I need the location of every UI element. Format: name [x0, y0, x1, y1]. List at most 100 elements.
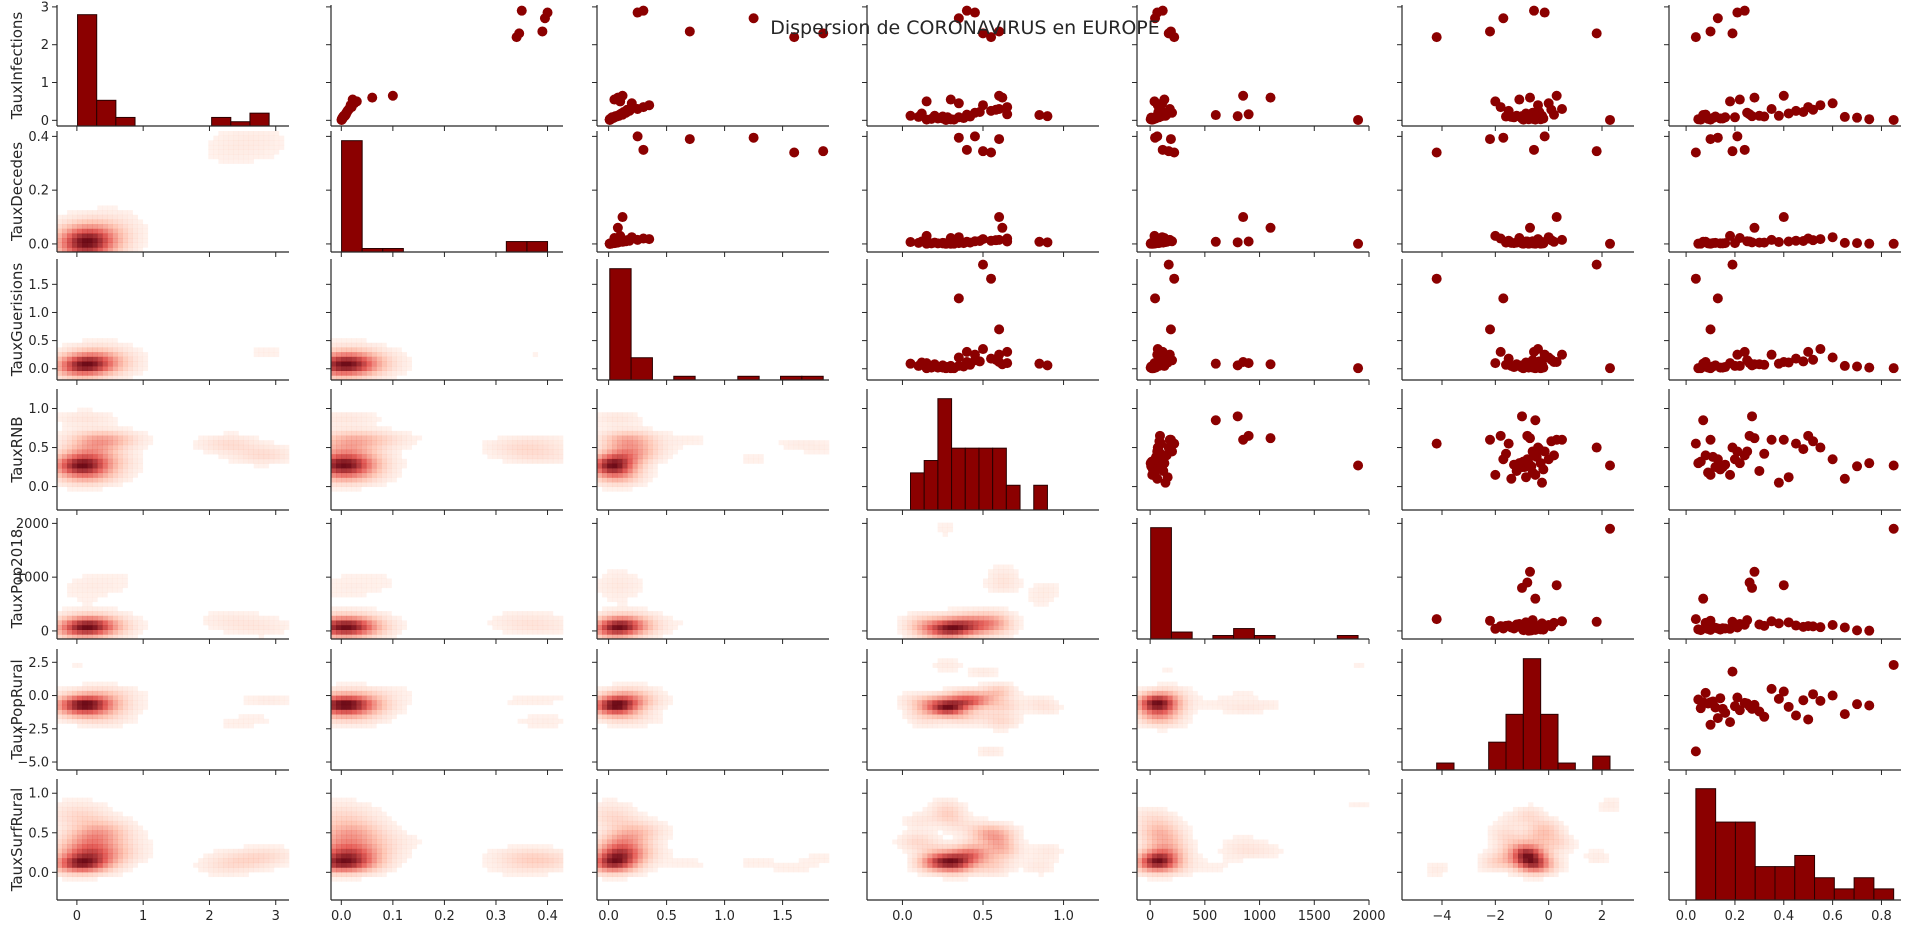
kde-cell	[87, 416, 93, 422]
kde-cell	[492, 440, 498, 446]
kde-cell	[517, 435, 523, 441]
kde-cell	[487, 620, 493, 626]
kde-cell	[122, 844, 128, 850]
kde-cell	[253, 440, 260, 446]
kde-cell	[117, 825, 123, 831]
scatter-point	[1591, 146, 1602, 157]
kde-cell	[82, 597, 88, 603]
kde-cell	[82, 704, 88, 710]
kde-cell	[137, 242, 144, 248]
scatter-point	[1042, 111, 1053, 122]
kde-cell	[137, 233, 144, 239]
kde-cell	[922, 615, 928, 621]
kde-cell	[1003, 700, 1009, 706]
kde-cell	[82, 426, 88, 432]
kde-cell	[957, 718, 964, 724]
kde-cell	[1172, 700, 1178, 706]
kde-cell	[228, 430, 234, 436]
kde-cell	[998, 746, 1004, 752]
kde-cell	[107, 830, 113, 836]
scatter-point	[1852, 699, 1863, 710]
kde-cell	[97, 853, 103, 859]
panel-TauxGuerisions-TauxRNB	[862, 259, 1099, 385]
kde-cell	[92, 347, 98, 353]
kde-cell	[557, 449, 564, 455]
kde-cell	[1013, 690, 1019, 696]
kde-cell	[102, 347, 108, 353]
kde-cell	[527, 611, 534, 617]
kde-cell	[607, 606, 613, 612]
kde-cell	[331, 482, 337, 488]
hist-bar	[96, 99, 117, 127]
kde-cell	[97, 700, 103, 706]
kde-cell	[1008, 569, 1014, 575]
kde-cell	[366, 718, 372, 724]
scatter-point	[1773, 618, 1784, 629]
kde-cell	[238, 872, 244, 878]
kde-cell	[907, 634, 913, 640]
kde-cell	[77, 830, 83, 836]
kde-cell	[346, 352, 352, 358]
kde-cell	[517, 611, 523, 617]
kde-cell	[127, 458, 133, 464]
kde-cell	[1053, 704, 1059, 710]
kde-cell	[273, 458, 280, 464]
kde-cell	[263, 352, 270, 358]
kde-cell	[62, 352, 68, 358]
scatter-point	[1498, 293, 1509, 304]
kde-cell	[263, 458, 270, 464]
kde-cell	[97, 718, 103, 724]
kde-cell	[386, 714, 392, 720]
kde-cell	[617, 482, 623, 488]
kde-cell	[637, 583, 643, 589]
kde-cell	[87, 601, 93, 607]
kde-cell	[77, 210, 83, 216]
kde-cell	[331, 634, 337, 640]
kde-cell	[137, 247, 144, 253]
kde-cell	[77, 366, 83, 371]
kde-cell	[602, 482, 608, 488]
kde-cell	[243, 440, 249, 446]
kde-cell	[142, 444, 149, 450]
kde-cell	[77, 407, 83, 413]
scatter-point	[1864, 362, 1875, 373]
hist-bar	[77, 14, 98, 127]
kde-cell	[97, 611, 103, 617]
kde-cell	[112, 228, 118, 234]
kde-cell	[647, 714, 653, 720]
kde-cell	[87, 210, 93, 216]
kde-cell	[67, 709, 73, 715]
kde-cell	[952, 658, 959, 664]
scatter-point	[1530, 415, 1541, 426]
kde-cell	[112, 458, 118, 464]
kde-cell	[647, 690, 653, 696]
kde-cell	[137, 440, 144, 446]
kde-cell	[351, 482, 357, 488]
kde-cell	[1152, 695, 1158, 701]
kde-cell	[497, 867, 503, 873]
kde-cell	[386, 440, 392, 446]
kde-cell	[657, 458, 663, 464]
kde-cell	[993, 709, 999, 715]
scatter-point	[1827, 352, 1838, 363]
kde-cell	[92, 723, 98, 729]
kde-cell	[107, 834, 113, 840]
kde-cell	[351, 342, 357, 348]
kde-cell	[597, 704, 603, 710]
kde-cell	[371, 709, 377, 715]
kde-cell	[597, 714, 603, 720]
kde-cell	[902, 625, 908, 630]
kde-cell	[682, 440, 689, 446]
kde-cell	[507, 449, 513, 455]
y-tick-label: 0.2	[28, 184, 49, 199]
kde-cell	[371, 714, 377, 720]
kde-cell	[97, 435, 103, 441]
scatter-point	[1162, 357, 1173, 368]
kde-cell	[107, 224, 113, 230]
kde-cell	[102, 690, 108, 696]
kde-cell	[102, 468, 108, 474]
kde-cell	[57, 361, 63, 367]
kde-cell	[652, 430, 658, 436]
scatter-point	[953, 293, 964, 304]
kde-cell	[932, 700, 938, 706]
